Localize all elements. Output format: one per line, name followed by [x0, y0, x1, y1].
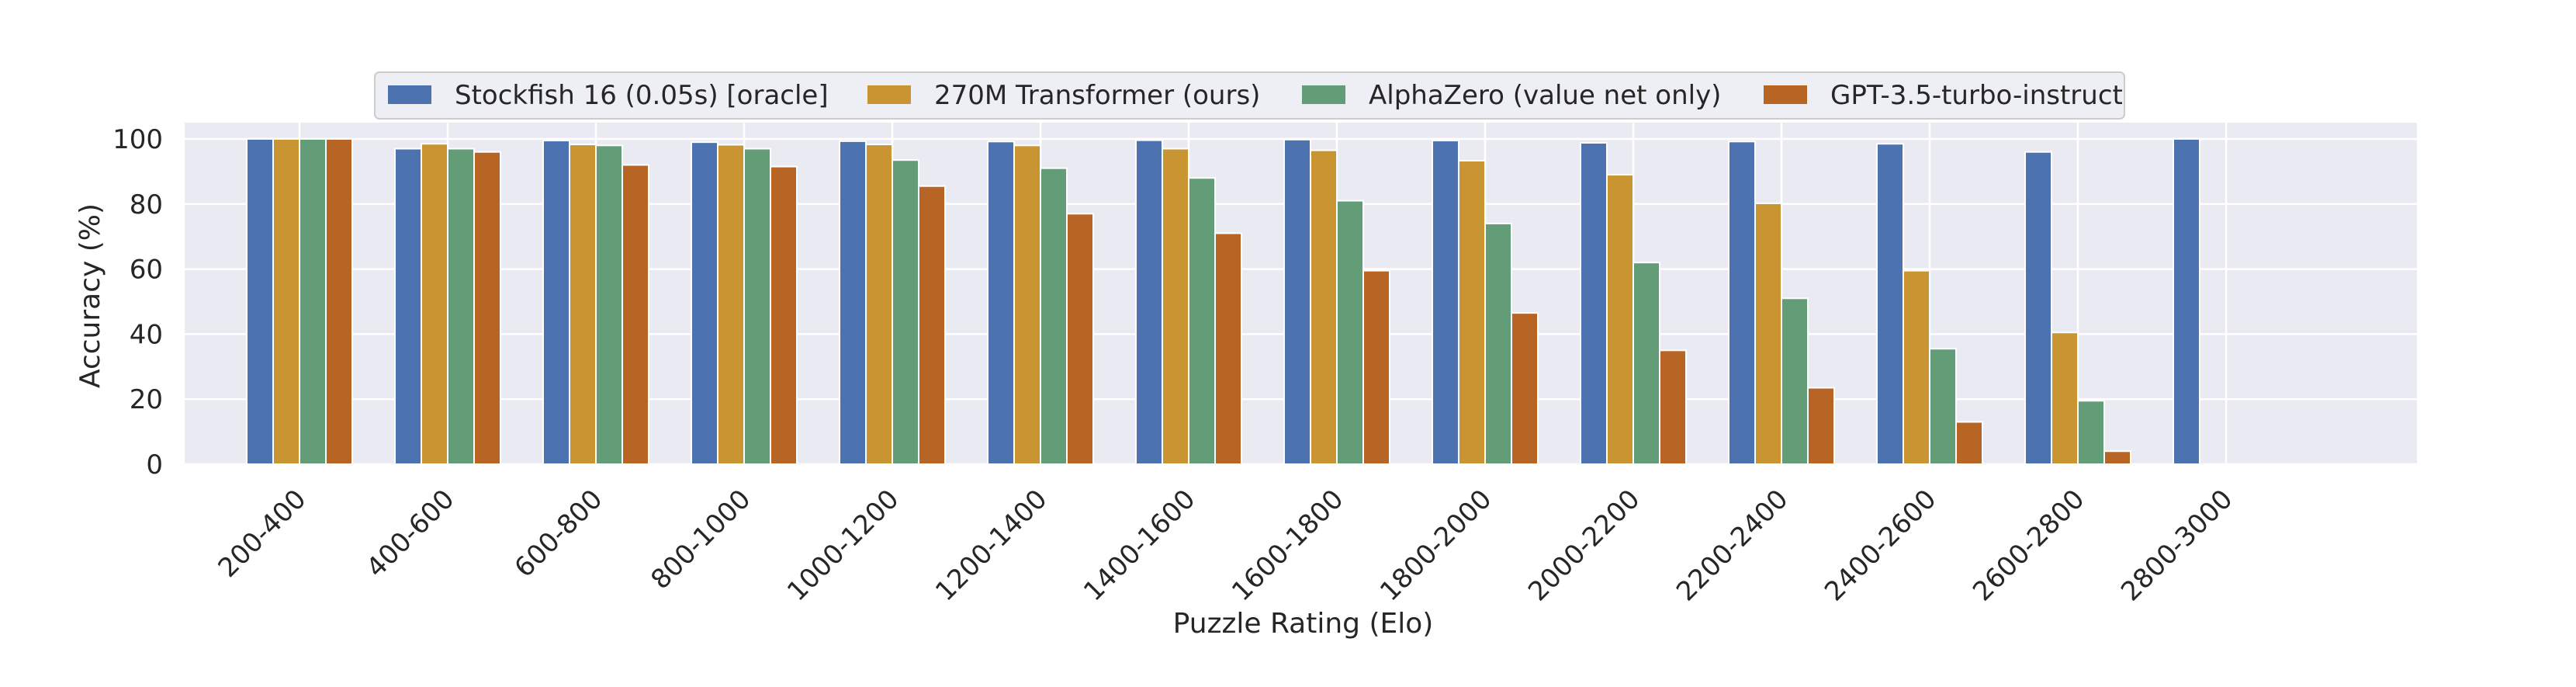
x-tick-label: 1200-1400 [930, 484, 1053, 607]
bar [1013, 144, 1041, 465]
x-tick-labels: 200-400 400-600 600-800 800-1000 1000-1200 12… [213, 484, 2239, 607]
bar [1807, 387, 1835, 465]
bar [918, 185, 946, 465]
bar [595, 144, 623, 465]
bar [1458, 160, 1486, 465]
y-tick-label: 20 [130, 384, 163, 415]
x-tick-label: 2800-3000 [2115, 484, 2238, 607]
x-tick-label: 1000-1200 [781, 484, 905, 607]
bar [2024, 151, 2052, 465]
legend-label: Stockfish 16 (0.05s) [oracle] [455, 80, 829, 111]
bar [1580, 141, 1608, 465]
bar [421, 143, 448, 465]
x-tick-label: 2600-2800 [1967, 484, 2090, 607]
x-tick-label: 1800-2000 [1374, 484, 1497, 607]
bar [447, 147, 475, 465]
bar [1955, 421, 1983, 465]
bar [892, 159, 919, 465]
y-tick-label: 0 [146, 449, 163, 481]
bar [691, 141, 718, 465]
x-axis-label: Puzzle Rating (Elo) [1173, 608, 1434, 640]
bar [1188, 177, 1216, 465]
bar [1929, 348, 1957, 465]
legend-swatch [867, 85, 911, 104]
x-tick-label: 2000-2200 [1522, 484, 1646, 607]
bar [2103, 450, 2131, 466]
y-axis-label: Accuracy (%) [74, 203, 106, 388]
bar [2077, 400, 2105, 465]
bar [299, 137, 327, 465]
bar [987, 141, 1015, 466]
bar [2051, 331, 2079, 465]
legend-swatch [1302, 85, 1345, 104]
bar [1283, 138, 1311, 466]
x-tick-label: 800-1000 [645, 484, 757, 595]
bar [272, 137, 300, 465]
legend: Stockfish 16 (0.05s) [oracle] 270M Transf… [374, 71, 2125, 120]
bar [1484, 222, 1512, 465]
bar [1066, 213, 1094, 465]
legend-frame [374, 71, 2125, 120]
legend-label: 270M Transformer (ours) [934, 80, 1260, 111]
bar [394, 147, 422, 465]
bar [770, 165, 798, 465]
legend-label: GPT-3.5-turbo-instruct [1830, 80, 2123, 111]
bar [743, 147, 771, 465]
bar [717, 144, 745, 465]
bar [1310, 149, 1338, 465]
bar [1903, 269, 1930, 465]
bar [1606, 174, 1634, 466]
bar [1511, 312, 1539, 465]
bar [1162, 147, 1189, 465]
legend-swatch [1764, 85, 1807, 104]
x-tick-label: 200-400 [213, 484, 313, 584]
bar [1214, 232, 1242, 465]
bar [542, 140, 570, 466]
x-tick-label: 1600-1800 [1226, 484, 1349, 607]
bar [569, 144, 597, 465]
x-tick-label: 600-800 [509, 484, 609, 584]
bar [1135, 139, 1163, 465]
bar [1432, 140, 1459, 466]
bar [839, 140, 867, 465]
legend-swatch [388, 85, 431, 104]
bar [1754, 202, 1782, 465]
bar [325, 137, 353, 465]
y-tick-label: 60 [130, 255, 163, 286]
bar [1876, 143, 1904, 465]
bar [1728, 141, 1756, 466]
bar [2173, 137, 2200, 465]
bar [246, 137, 274, 465]
y-tick-label: 80 [130, 189, 163, 220]
x-tick-label: 1400-1600 [1078, 484, 1201, 607]
bars [246, 137, 2200, 466]
x-tick-label: 400-600 [361, 484, 461, 584]
bar [1362, 269, 1390, 465]
bar [621, 164, 649, 465]
bar [1336, 200, 1364, 465]
bar [1781, 297, 1809, 465]
y-tick-labels: 0 20 40 60 80 100 [113, 124, 163, 481]
y-tick-label: 100 [113, 124, 163, 155]
x-tick-label: 2200-2400 [1671, 484, 1794, 607]
x-tick-label: 2400-2600 [1819, 484, 1942, 607]
bar [865, 144, 893, 465]
y-tick-label: 40 [130, 319, 163, 350]
bar [1633, 262, 1660, 465]
bar [1659, 349, 1687, 466]
bar [473, 151, 501, 465]
bar [1040, 167, 1068, 466]
legend-label: AlphaZero (value net only) [1369, 80, 1721, 111]
